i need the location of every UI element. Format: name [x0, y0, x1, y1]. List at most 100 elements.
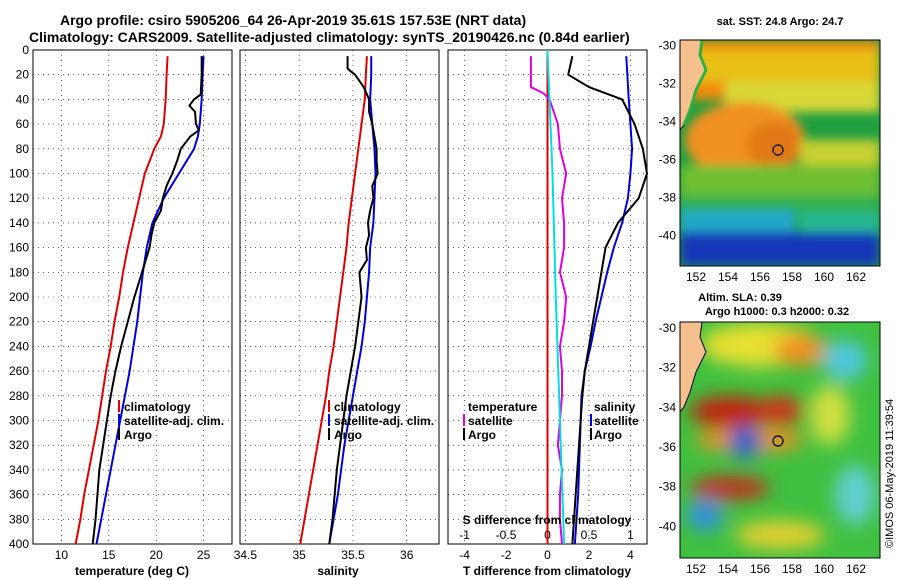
- depth-tick-label: 80: [16, 142, 30, 156]
- depth-tick-label: 300: [9, 414, 29, 428]
- t-difference-axis-label: T difference from climatology: [463, 564, 631, 578]
- sla-map: [680, 322, 880, 558]
- depth-tick-label: 400: [9, 537, 29, 551]
- sla-high-core: [690, 396, 770, 428]
- map-lat-tick: -40: [659, 519, 677, 533]
- sst-coast-green: [682, 40, 708, 126]
- temperature-axis-label: temperature (deg C): [75, 564, 189, 578]
- sla-map-ticks: 152 154 156 158 160 162 -30 -32 -34 -36 -38 -40: [659, 321, 867, 576]
- depth-tick-label: 160: [9, 241, 29, 255]
- legend-swatch-t-satellite: [463, 414, 465, 426]
- series-s-satellite: [573, 56, 634, 545]
- sla-cyan-north: [823, 340, 867, 380]
- map-lat-tick: -30: [659, 39, 677, 53]
- series-climatology: [74, 56, 169, 545]
- x-tick-label: 0: [544, 548, 551, 562]
- x-tick-label: 20: [150, 548, 164, 562]
- series-climatology: [299, 56, 368, 545]
- legend-swatch-s-satellite: [590, 414, 592, 426]
- legend-label-argo: Argo: [124, 428, 152, 442]
- series-s-climatology-diff: [546, 49, 566, 545]
- sst-teal-east: [800, 212, 880, 234]
- depth-tick-label: 0: [22, 43, 29, 57]
- map-lat-tick: -32: [659, 77, 677, 91]
- s-tick-label: 0.5: [581, 528, 598, 542]
- legend-heading-salinity: salinity: [594, 400, 636, 414]
- sst-blue-south: [680, 232, 880, 266]
- legend-label-climatology: climatology: [124, 400, 191, 414]
- legend-swatch-satellite: [118, 414, 120, 426]
- x-tick-label: -4: [459, 548, 470, 562]
- sla-argo-marker: [772, 435, 784, 447]
- x-tick-label: -2: [501, 548, 512, 562]
- x-tick-label: 35: [292, 548, 306, 562]
- depth-tick-label: 200: [9, 290, 29, 304]
- depth-tick-label: 20: [16, 68, 30, 82]
- sst-cyan-band: [680, 210, 795, 232]
- sla-cyan-east: [835, 465, 875, 525]
- map-lat-tick: -40: [659, 229, 677, 243]
- temperature-panel-frame: [32, 49, 233, 545]
- x-tick-label: 15: [102, 548, 116, 562]
- map-lon-tick: 162: [846, 270, 866, 284]
- map-lon-tick: 156: [750, 562, 770, 576]
- legend-swatch-s-argo: [590, 428, 592, 440]
- map-lon-tick: 154: [718, 562, 738, 576]
- sla-yellow-south: [735, 521, 825, 549]
- map-lat-tick: -36: [659, 153, 677, 167]
- map-lon-tick: 158: [782, 562, 802, 576]
- x-tick-label: 25: [197, 548, 211, 562]
- map-lon-tick: 158: [782, 270, 802, 284]
- depth-tick-label: 380: [9, 512, 29, 526]
- sst-orange-lobe: [747, 123, 803, 167]
- depth-tick-label: 280: [9, 389, 29, 403]
- sst-map-title: sat. SST: 24.8 Argo: 24.7: [717, 16, 844, 28]
- series-t-argo: [529, 56, 568, 545]
- series-layer: [74, 49, 648, 545]
- sla-low-center: [729, 426, 761, 458]
- depth-tick-label: 260: [9, 364, 29, 378]
- legend-label-argo: Argo: [334, 428, 362, 442]
- x-tick-label: 4: [627, 548, 634, 562]
- sla-land-mass: [680, 322, 707, 413]
- map-lon-tick: 160: [814, 562, 834, 576]
- legend-label-s-satellite: satellite: [594, 414, 639, 428]
- depth-tick-label: 140: [9, 216, 29, 230]
- sst-argo-marker: [772, 144, 784, 156]
- legend-swatch-argo: [118, 428, 120, 440]
- map-lon-tick: 152: [686, 270, 706, 284]
- depth-tick-label: 100: [9, 167, 29, 181]
- map-lon-tick: 154: [718, 270, 738, 284]
- sla-map-subtitle: Argo h1000: 0.3 h2000: 0.32: [705, 306, 849, 318]
- salinity-axis-label: salinity: [317, 564, 359, 578]
- salinity-legend: climatology satellite-adj. clim. Argo: [328, 400, 434, 442]
- x-tick-label: 10: [55, 548, 69, 562]
- sla-high-east: [756, 396, 804, 424]
- x-tick-label: 36: [400, 548, 414, 562]
- grid-layer: [33, 49, 647, 545]
- s-difference-axis-label: S difference from climatology: [463, 513, 632, 527]
- map-lat-tick: -34: [659, 115, 677, 129]
- series-s-argo: [567, 55, 648, 545]
- sla-yellow-east: [810, 385, 850, 445]
- sla-high-south: [690, 476, 770, 500]
- sst-core-north: [690, 50, 880, 82]
- sla-orange-ne: [774, 334, 826, 366]
- sst-map: [680, 40, 880, 266]
- map-lat-tick: -34: [659, 400, 677, 414]
- depth-tick-label: 40: [16, 92, 30, 106]
- x-tick-label: 34.5: [234, 548, 258, 562]
- legend-swatch-climatology: [118, 400, 120, 412]
- legend-swatch-satellite: [328, 414, 330, 426]
- legend-heading-temperature: temperature: [468, 400, 538, 414]
- depth-tick-label: 120: [9, 191, 29, 205]
- depth-tick-label: 180: [9, 265, 29, 279]
- series-argo: [328, 56, 379, 545]
- s-tick-label: -1: [459, 528, 470, 542]
- legend-label-t-satellite: satellite: [468, 414, 513, 428]
- legend-swatch-t-argo: [463, 428, 465, 440]
- sla-map-title: Altim. SLA: 0.39: [698, 292, 782, 304]
- map-lat-tick: -30: [659, 321, 677, 335]
- map-lon-tick: 156: [750, 270, 770, 284]
- depth-tick-label: 240: [9, 339, 29, 353]
